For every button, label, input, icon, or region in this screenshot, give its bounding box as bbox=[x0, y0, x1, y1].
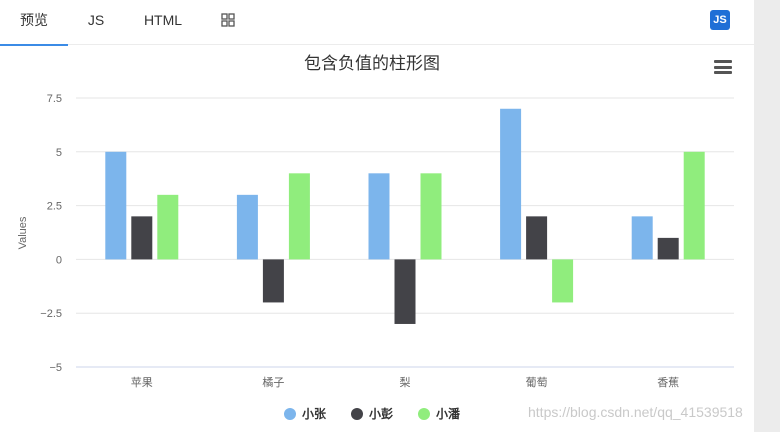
y-tick-label: −2.5 bbox=[40, 308, 62, 320]
bar[interactable] bbox=[394, 259, 416, 324]
y-tick-label: 7.5 bbox=[47, 93, 62, 105]
js-badge[interactable]: JS bbox=[710, 10, 730, 30]
legend-label: 小张 bbox=[302, 407, 327, 421]
y-tick-label: −5 bbox=[49, 362, 62, 374]
legend-label: 小彭 bbox=[369, 407, 394, 421]
legend-item-series-1[interactable]: 小张 bbox=[284, 405, 326, 423]
y-tick-label: 0 bbox=[56, 254, 62, 266]
x-tick-labels: 苹果 橘子 梨 葡萄 香蕉 bbox=[131, 375, 679, 389]
bar-chart: 包含负值的柱形图 Values −5 −2.5 0 2.5 5 7.5 苹果 橘子 梨 葡萄 香蕉 bbox=[17, 54, 734, 389]
bar[interactable] bbox=[288, 173, 310, 260]
grid-lines bbox=[76, 97, 734, 368]
tab-grid[interactable] bbox=[210, 0, 246, 44]
bar[interactable] bbox=[631, 216, 653, 260]
menu-icon[interactable] bbox=[714, 60, 732, 74]
bar[interactable] bbox=[552, 259, 574, 303]
legend-label: 小潘 bbox=[436, 407, 461, 421]
legend-dot bbox=[284, 407, 296, 420]
y-axis-label: Values bbox=[17, 216, 29, 249]
bar[interactable] bbox=[131, 216, 153, 260]
legend: 小张 小彭 小潘 bbox=[0, 405, 754, 423]
bar[interactable] bbox=[157, 194, 179, 260]
bars bbox=[105, 108, 705, 324]
watermark: https://blog.csdn.net/qq_41539518 bbox=[528, 404, 743, 420]
tab-bar: 预览 JS HTML JS bbox=[0, 0, 754, 46]
bar[interactable] bbox=[236, 194, 258, 260]
legend-dot bbox=[351, 407, 363, 420]
chart-title: 包含负值的柱形图 bbox=[304, 54, 440, 73]
legend-dot bbox=[418, 407, 430, 420]
x-tick-label: 橘子 bbox=[262, 376, 284, 389]
legend-item-series-3[interactable]: 小潘 bbox=[418, 405, 460, 423]
x-tick-label: 葡萄 bbox=[526, 376, 548, 389]
y-tick-labels: −5 −2.5 0 2.5 5 7.5 bbox=[40, 93, 62, 374]
bar[interactable] bbox=[683, 151, 705, 260]
bar[interactable] bbox=[368, 173, 390, 260]
bar[interactable] bbox=[420, 173, 442, 260]
grid-icon bbox=[221, 13, 235, 27]
tab-html[interactable]: HTML bbox=[143, 12, 183, 28]
y-tick-label: 5 bbox=[56, 147, 62, 159]
bar[interactable] bbox=[526, 216, 548, 260]
y-tick-label: 2.5 bbox=[47, 201, 62, 213]
x-tick-label: 香蕉 bbox=[657, 376, 679, 389]
bar[interactable] bbox=[262, 259, 284, 303]
bar[interactable] bbox=[657, 237, 679, 260]
tab-js[interactable]: JS bbox=[87, 12, 105, 28]
x-tick-label: 梨 bbox=[400, 375, 411, 389]
x-tick-label: 苹果 bbox=[131, 375, 153, 389]
right-scroll-strip bbox=[754, 0, 780, 432]
legend-item-series-2[interactable]: 小彭 bbox=[351, 405, 393, 423]
tab-preview[interactable]: 预览 bbox=[0, 0, 68, 46]
bar[interactable] bbox=[105, 151, 127, 260]
bar[interactable] bbox=[500, 108, 522, 260]
